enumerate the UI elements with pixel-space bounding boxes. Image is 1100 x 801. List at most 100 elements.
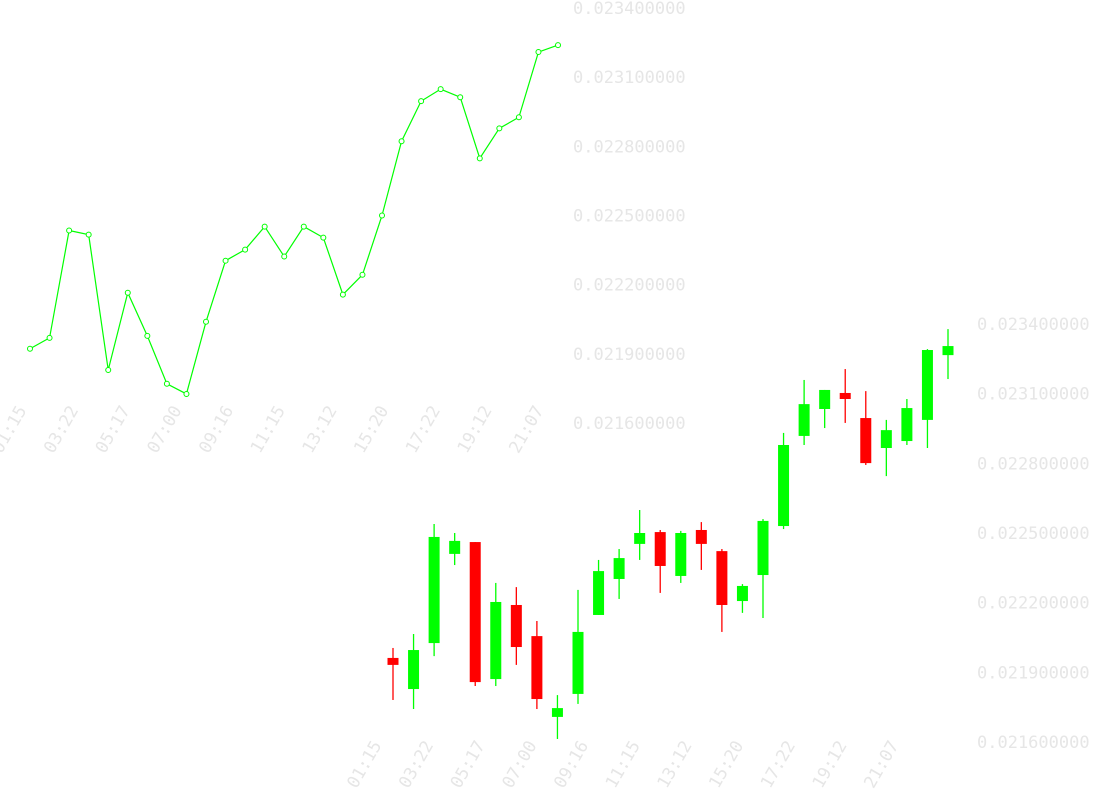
data-point xyxy=(203,318,209,325)
candle-body xyxy=(860,418,872,464)
candle-up xyxy=(572,589,584,704)
x-tick-label: 21:07 xyxy=(505,403,548,457)
candle-down xyxy=(716,549,728,632)
candle-body xyxy=(408,650,420,690)
candle-up xyxy=(490,582,502,687)
candle-up xyxy=(880,419,892,477)
data-point xyxy=(418,98,425,105)
candle-down xyxy=(531,621,543,710)
y-tick-label: 0.022500000 xyxy=(573,207,686,227)
candle-body xyxy=(510,604,522,648)
candle-down xyxy=(510,587,522,665)
y-tick-label: 0.021900000 xyxy=(977,663,1090,683)
candle-body xyxy=(428,536,440,644)
x-tick-label: 19:12 xyxy=(454,403,497,457)
candle-body xyxy=(942,346,954,356)
x-tick-label: 05:17 xyxy=(447,738,490,792)
y-tick-label: 0.022200000 xyxy=(573,276,686,296)
candle-body xyxy=(675,533,687,576)
x-tick-label: 07:00 xyxy=(499,738,542,792)
data-point xyxy=(555,42,561,49)
data-point xyxy=(535,49,542,56)
data-point xyxy=(300,223,307,230)
y-tick-label: 0.021600000 xyxy=(977,733,1090,753)
candle-up xyxy=(942,329,954,380)
candle-body xyxy=(490,601,502,680)
candle-body xyxy=(839,392,851,400)
x-tick-label: 09:16 xyxy=(195,403,238,457)
candle-up xyxy=(736,584,748,613)
data-point xyxy=(144,332,151,339)
x-tick-label: 01:15 xyxy=(343,738,386,792)
candle-body xyxy=(778,444,790,527)
y-tick-label: 0.023400000 xyxy=(977,315,1090,335)
y-tick-label: 0.021900000 xyxy=(573,345,686,365)
line-series xyxy=(29,44,559,395)
candle-body xyxy=(469,542,481,683)
candle-body xyxy=(654,532,666,566)
candle-body xyxy=(695,529,707,544)
data-point xyxy=(222,257,229,264)
x-tick-label: 19:12 xyxy=(809,738,852,792)
x-tick-label: 17:22 xyxy=(402,403,445,457)
candle-body xyxy=(736,585,748,602)
candle-body xyxy=(634,533,646,544)
data-point xyxy=(457,94,464,101)
data-point xyxy=(359,271,366,278)
candle-body xyxy=(613,558,625,579)
candle-body xyxy=(798,404,810,436)
candle-up xyxy=(798,379,810,445)
data-point xyxy=(261,223,268,230)
y-tick-label: 0.022800000 xyxy=(573,137,686,157)
candle-body xyxy=(387,657,399,665)
candlestick-chart: 0.023400000 0.023100000 0.022800000 0.02250… xyxy=(343,315,1089,792)
data-point xyxy=(515,114,522,121)
x-tick-label: 03:22 xyxy=(395,738,438,792)
candle-down xyxy=(469,542,481,687)
x-tick-label: 13:12 xyxy=(299,403,342,457)
data-point xyxy=(85,231,92,238)
candle-up xyxy=(408,634,420,710)
candle-down xyxy=(695,522,707,570)
candle-body xyxy=(572,631,584,694)
y-tick-label: 0.022500000 xyxy=(977,524,1090,544)
candle-up xyxy=(921,349,933,449)
x-tick-label: 09:16 xyxy=(550,738,593,792)
data-point xyxy=(105,366,112,373)
candle-up xyxy=(675,530,687,583)
candle-body xyxy=(757,520,769,576)
x-tick-label: 01:15 xyxy=(0,403,31,457)
x-tick-label: 15:20 xyxy=(705,738,748,792)
data-point xyxy=(496,125,503,132)
candle-body xyxy=(880,430,892,449)
candle-up xyxy=(551,695,563,739)
candle-up xyxy=(593,559,605,615)
candle-up xyxy=(819,389,831,429)
x-tick-label: 21:07 xyxy=(860,738,903,792)
candle-body xyxy=(551,708,563,717)
candle-down xyxy=(839,369,851,423)
candle-body xyxy=(921,350,933,420)
x-tick-label: 11:15 xyxy=(247,403,290,457)
data-point xyxy=(66,227,73,234)
y-tick-label: 0.022800000 xyxy=(977,454,1090,474)
candle-down xyxy=(387,647,399,700)
candle-up xyxy=(613,549,625,599)
data-point xyxy=(183,390,190,397)
x-tick-label: 13:12 xyxy=(654,738,697,792)
candle-down xyxy=(860,391,872,465)
candle-body xyxy=(819,389,831,409)
data-point xyxy=(476,155,483,162)
candle-up xyxy=(757,519,769,618)
x-tick-label: 15:20 xyxy=(350,403,393,457)
data-point xyxy=(242,246,249,253)
data-point xyxy=(379,212,385,219)
candle-body xyxy=(593,571,605,615)
candle-down xyxy=(654,529,666,593)
candle-up xyxy=(428,523,440,657)
candle-body xyxy=(449,540,461,554)
y-tick-label: 0.023100000 xyxy=(573,68,686,88)
y-tick-label: 0.023400000 xyxy=(573,0,686,19)
x-tick-label: 03:22 xyxy=(40,403,83,457)
